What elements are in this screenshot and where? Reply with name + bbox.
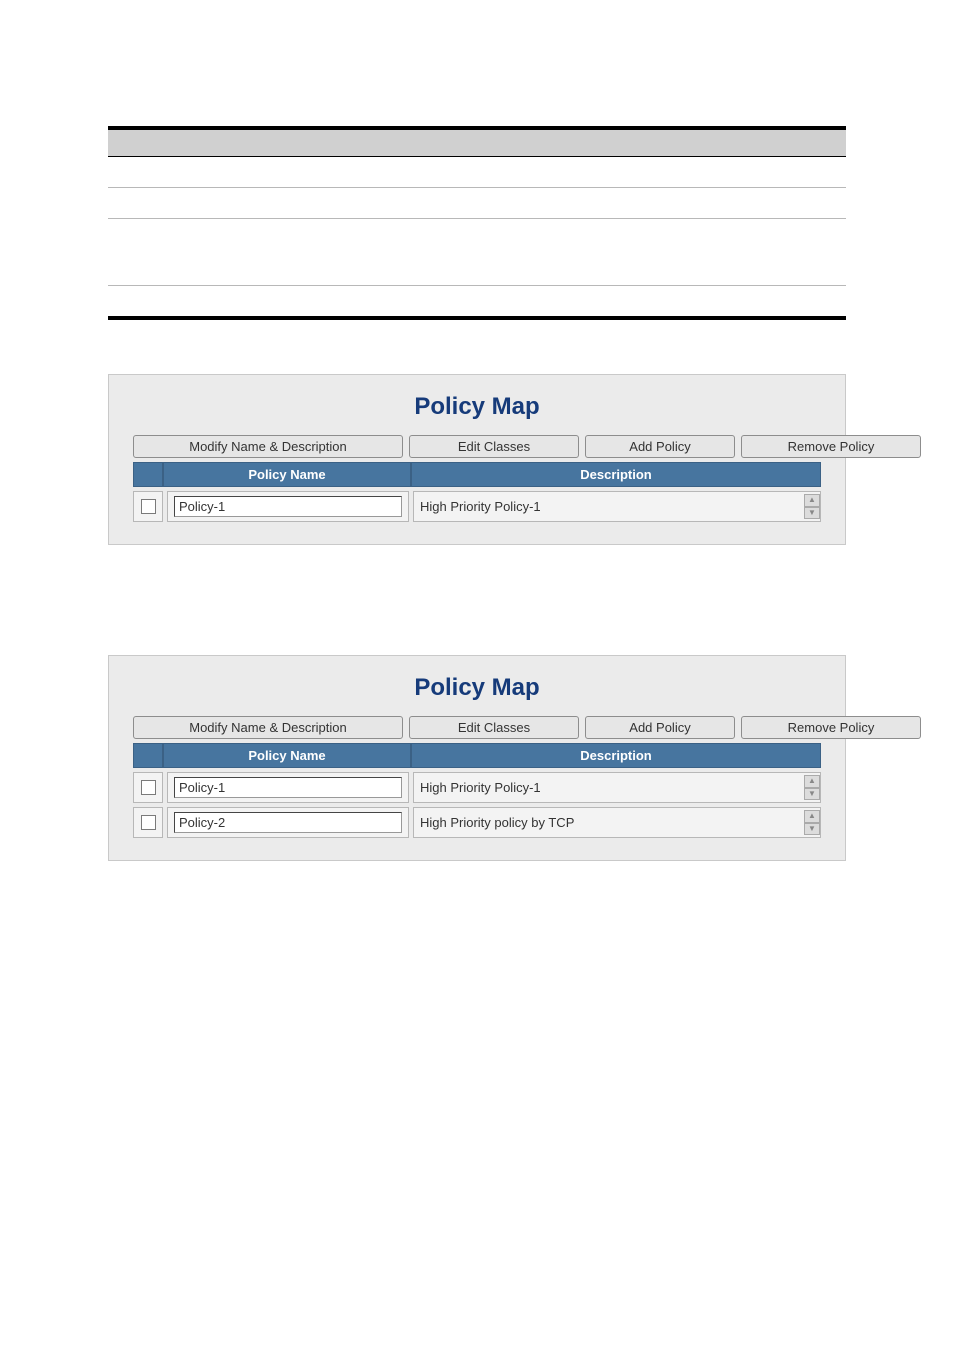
policy-description-text: High Priority Policy-1 bbox=[420, 499, 541, 514]
panel-title: Policy Map bbox=[123, 393, 831, 421]
scroll-down-icon[interactable]: ▼ bbox=[804, 788, 820, 801]
panel-column-headers: Policy Name Description bbox=[133, 462, 821, 487]
policy-name-input[interactable] bbox=[174, 496, 402, 517]
parameters-row bbox=[108, 219, 846, 286]
scroll-down-icon[interactable]: ▼ bbox=[804, 507, 820, 520]
row-name-cell bbox=[167, 491, 409, 522]
policy-description-text: High Priority Policy-1 bbox=[420, 780, 541, 795]
policy-row: High Priority Policy-1 ▲ ▼ bbox=[133, 491, 821, 522]
row-checkbox[interactable] bbox=[141, 499, 156, 514]
description-scrollbar: ▲ ▼ bbox=[804, 775, 818, 800]
policy-map-panel-1: Policy Map Modify Name & Description Edi… bbox=[108, 374, 846, 545]
scroll-up-icon[interactable]: ▲ bbox=[804, 775, 820, 788]
policy-row: High Priority Policy-1 ▲ ▼ bbox=[133, 772, 821, 803]
scroll-up-icon[interactable]: ▲ bbox=[804, 494, 820, 507]
column-header-description: Description bbox=[411, 743, 821, 768]
policy-map-panel-2: Policy Map Modify Name & Description Edi… bbox=[108, 655, 846, 861]
scroll-up-icon[interactable]: ▲ bbox=[804, 810, 820, 823]
row-name-cell bbox=[167, 807, 409, 838]
panel-column-headers: Policy Name Description bbox=[133, 743, 821, 768]
policy-name-input[interactable] bbox=[174, 812, 402, 833]
description-scrollbar: ▲ ▼ bbox=[804, 810, 818, 835]
panel-title: Policy Map bbox=[123, 674, 831, 702]
row-checkbox[interactable] bbox=[141, 815, 156, 830]
column-header-description: Description bbox=[411, 462, 821, 487]
modify-name-description-button[interactable]: Modify Name & Description bbox=[133, 435, 403, 458]
row-description-cell: High Priority Policy-1 ▲ ▼ bbox=[413, 772, 821, 803]
modify-name-description-button[interactable]: Modify Name & Description bbox=[133, 716, 403, 739]
parameters-block bbox=[108, 126, 846, 320]
parameters-row bbox=[108, 157, 846, 188]
edit-classes-button[interactable]: Edit Classes bbox=[409, 716, 579, 739]
row-name-cell bbox=[167, 772, 409, 803]
row-checkbox-cell bbox=[133, 807, 163, 838]
column-header-checkbox bbox=[133, 462, 163, 487]
remove-policy-button[interactable]: Remove Policy bbox=[741, 716, 921, 739]
column-header-name: Policy Name bbox=[163, 743, 411, 768]
row-description-cell: High Priority Policy-1 ▲ ▼ bbox=[413, 491, 821, 522]
edit-classes-button[interactable]: Edit Classes bbox=[409, 435, 579, 458]
row-checkbox-cell bbox=[133, 491, 163, 522]
policy-name-input[interactable] bbox=[174, 777, 402, 798]
parameters-row bbox=[108, 188, 846, 219]
policy-description-text: High Priority policy by TCP bbox=[420, 815, 574, 830]
add-policy-button[interactable]: Add Policy bbox=[585, 716, 735, 739]
policy-row: High Priority policy by TCP ▲ ▼ bbox=[133, 807, 821, 838]
column-header-checkbox bbox=[133, 743, 163, 768]
scroll-down-icon[interactable]: ▼ bbox=[804, 823, 820, 836]
row-checkbox[interactable] bbox=[141, 780, 156, 795]
description-scrollbar: ▲ ▼ bbox=[804, 494, 818, 519]
remove-policy-button[interactable]: Remove Policy bbox=[741, 435, 921, 458]
row-checkbox-cell bbox=[133, 772, 163, 803]
parameters-heading-row bbox=[108, 130, 846, 157]
column-header-name: Policy Name bbox=[163, 462, 411, 487]
parameters-row bbox=[108, 286, 846, 320]
row-description-cell: High Priority policy by TCP ▲ ▼ bbox=[413, 807, 821, 838]
panel-buttons: Modify Name & Description Edit Classes A… bbox=[133, 716, 821, 739]
panel-buttons: Modify Name & Description Edit Classes A… bbox=[133, 435, 821, 458]
add-policy-button[interactable]: Add Policy bbox=[585, 435, 735, 458]
